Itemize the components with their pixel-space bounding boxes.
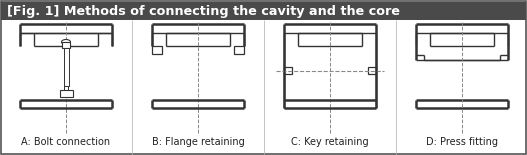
Bar: [63, 48, 69, 86]
Bar: [60, 90, 73, 97]
Text: A: Bolt connection: A: Bolt connection: [22, 137, 111, 147]
Text: B: Flange retaining: B: Flange retaining: [152, 137, 245, 147]
Text: D: Press fitting: D: Press fitting: [426, 137, 498, 147]
Bar: [284, 67, 292, 74]
Bar: [368, 67, 376, 74]
Bar: [1, 2, 526, 20]
Bar: [234, 46, 244, 54]
Text: [Fig. 1] Methods of connecting the cavity and the core: [Fig. 1] Methods of connecting the cavit…: [7, 4, 400, 18]
Ellipse shape: [62, 40, 71, 44]
Bar: [62, 42, 70, 48]
Bar: [64, 86, 68, 90]
Bar: [152, 46, 162, 54]
Text: C: Key retaining: C: Key retaining: [291, 137, 369, 147]
